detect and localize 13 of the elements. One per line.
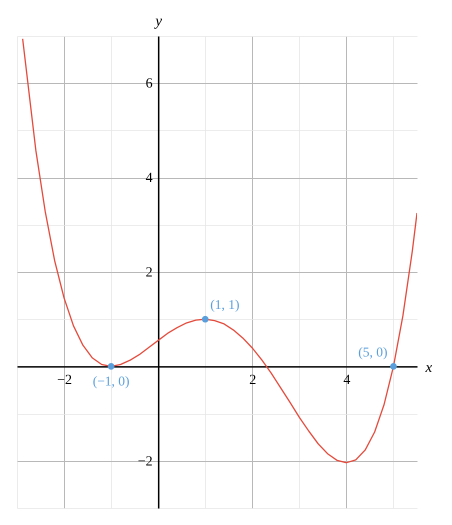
y-tick-label: 6 — [146, 76, 153, 92]
y-tick-label: 4 — [146, 171, 153, 186]
x-tick-label: 2 — [249, 372, 256, 388]
annotation: (1, 1) — [210, 297, 240, 312]
annotation: (−1, 0) — [92, 373, 130, 388]
y-tick-label: 2 — [146, 266, 153, 280]
annotation: (5, 0) — [358, 344, 388, 360]
line-series — [22, 38, 417, 464]
x-axis-title: x — [424, 360, 432, 376]
x-tick-label: 4 — [343, 372, 350, 388]
y-tick-label: −2 — [138, 454, 153, 470]
x-tick-label: −2 — [57, 372, 72, 388]
y-axis-title: y — [153, 14, 162, 30]
